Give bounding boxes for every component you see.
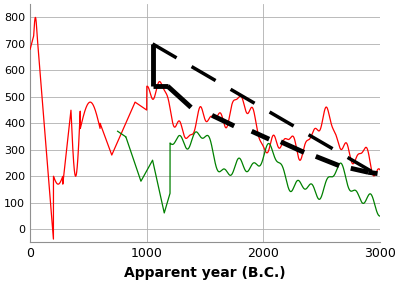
X-axis label: Apparent year (B.C.): Apparent year (B.C.)	[124, 266, 286, 280]
